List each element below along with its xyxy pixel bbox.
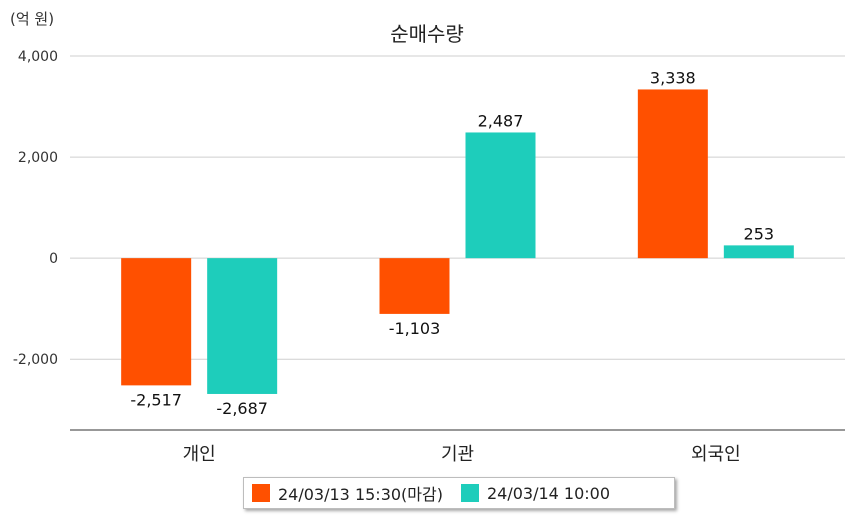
y-axis-unit-label: (억 원) [10, 10, 55, 28]
legend-swatch-series-1 [252, 484, 270, 502]
data-label: 2,487 [478, 111, 524, 130]
x-tick-label: 기관 [441, 444, 474, 465]
bar [121, 258, 192, 386]
legend-swatch-series-2 [460, 484, 479, 502]
data-label: 3,338 [650, 68, 696, 87]
y-tick-label: -2,000 [13, 352, 58, 368]
bar [637, 89, 708, 259]
bar [465, 132, 536, 259]
legend-label-series-2: 24/03/14 10:00 [486, 483, 611, 503]
x-tick-label: 외국인 [691, 444, 741, 465]
y-tick-label: 0 [49, 251, 58, 267]
legend-item-series-2[interactable]: 24/03/14 10:00 [460, 483, 611, 503]
legend-item-series-1[interactable]: 24/03/13 15:30(마감) [252, 481, 443, 505]
chart-title: 순매수량 [390, 22, 464, 46]
bar [723, 245, 794, 259]
bar [379, 258, 450, 314]
bar [207, 258, 278, 394]
chart-legend: 24/03/13 15:30(마감) 24/03/14 10:00 [243, 477, 675, 509]
x-tick-label: 개인 [183, 444, 216, 465]
y-tick-label: 2,000 [18, 150, 58, 166]
data-label: 253 [744, 224, 775, 243]
legend-label-series-1: 24/03/13 15:30(마감) [278, 485, 443, 504]
data-label: -1,103 [389, 319, 441, 338]
data-label: -2,687 [216, 399, 268, 418]
y-tick-label: 4,000 [18, 49, 58, 65]
data-label: -2,517 [130, 390, 182, 409]
